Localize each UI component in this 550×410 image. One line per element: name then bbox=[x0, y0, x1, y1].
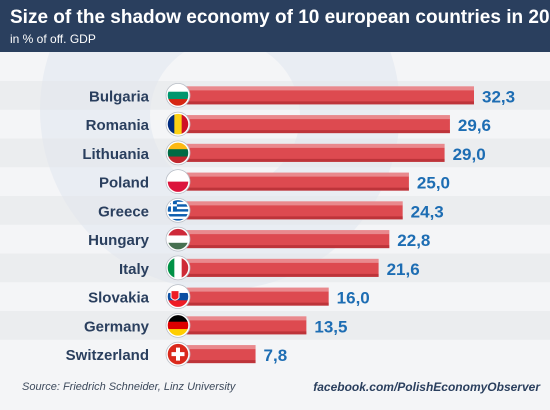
value-label-switzerland: 7,8 bbox=[264, 346, 288, 365]
value-label-bulgaria: 32,3 bbox=[482, 87, 515, 106]
germany-flag-icon bbox=[165, 312, 191, 338]
bar-lithuania bbox=[186, 143, 445, 162]
chart-title: Size of the shadow economy of 10 europea… bbox=[10, 7, 550, 28]
category-label-greece: Greece bbox=[98, 203, 149, 220]
value-label-greece: 24,3 bbox=[411, 202, 444, 221]
value-label-romania: 29,6 bbox=[458, 116, 491, 135]
category-label-italy: Italy bbox=[119, 261, 150, 278]
category-label-slovakia: Slovakia bbox=[88, 290, 150, 307]
category-label-romania: Romania bbox=[86, 117, 150, 134]
value-label-italy: 21,6 bbox=[387, 260, 420, 279]
switzerland-flag-icon bbox=[165, 341, 191, 367]
category-label-hungary: Hungary bbox=[88, 232, 150, 249]
bar-switzerland bbox=[186, 345, 256, 364]
italy-flag-icon bbox=[165, 255, 191, 281]
bar-bulgaria bbox=[186, 86, 474, 105]
bar-chart: Bulgaria 32,3 Romania 29,6 Lithuania 29,0 Pola… bbox=[65, 82, 516, 367]
romania-flag-icon bbox=[165, 111, 191, 137]
bar-germany bbox=[186, 316, 307, 335]
bar-hungary bbox=[186, 230, 390, 249]
category-label-germany: Germany bbox=[84, 318, 150, 335]
source-note: Source: Friedrich Schneider, Linz Univer… bbox=[22, 381, 236, 393]
category-label-lithuania: Lithuania bbox=[82, 146, 149, 163]
category-label-switzerland: Switzerland bbox=[66, 347, 149, 364]
poland-flag-icon bbox=[165, 169, 191, 195]
bar-poland bbox=[186, 172, 409, 191]
value-label-poland: 25,0 bbox=[417, 174, 450, 193]
header-band: Size of the shadow economy of 10 europea… bbox=[0, 0, 550, 52]
facebook-link[interactable]: facebook.com/PolishEconomyObserver bbox=[313, 380, 540, 394]
category-label-bulgaria: Bulgaria bbox=[89, 88, 150, 105]
category-label-poland: Poland bbox=[99, 175, 149, 192]
slovakia-flag-icon bbox=[165, 284, 191, 310]
greece-flag-icon bbox=[165, 197, 191, 223]
value-label-germany: 13,5 bbox=[314, 317, 347, 336]
bulgaria-flag-icon bbox=[165, 82, 191, 108]
bar-romania bbox=[186, 115, 450, 134]
value-label-hungary: 22,8 bbox=[397, 231, 430, 250]
bar-greece bbox=[186, 201, 403, 220]
bar-italy bbox=[186, 258, 379, 277]
lithuania-flag-icon bbox=[165, 140, 191, 166]
value-label-slovakia: 16,0 bbox=[337, 289, 370, 308]
bar-slovakia bbox=[186, 287, 329, 306]
value-label-lithuania: 29,0 bbox=[453, 145, 486, 164]
hungary-flag-icon bbox=[165, 226, 191, 252]
chart-subtitle: in % of off. GDP bbox=[10, 32, 96, 46]
